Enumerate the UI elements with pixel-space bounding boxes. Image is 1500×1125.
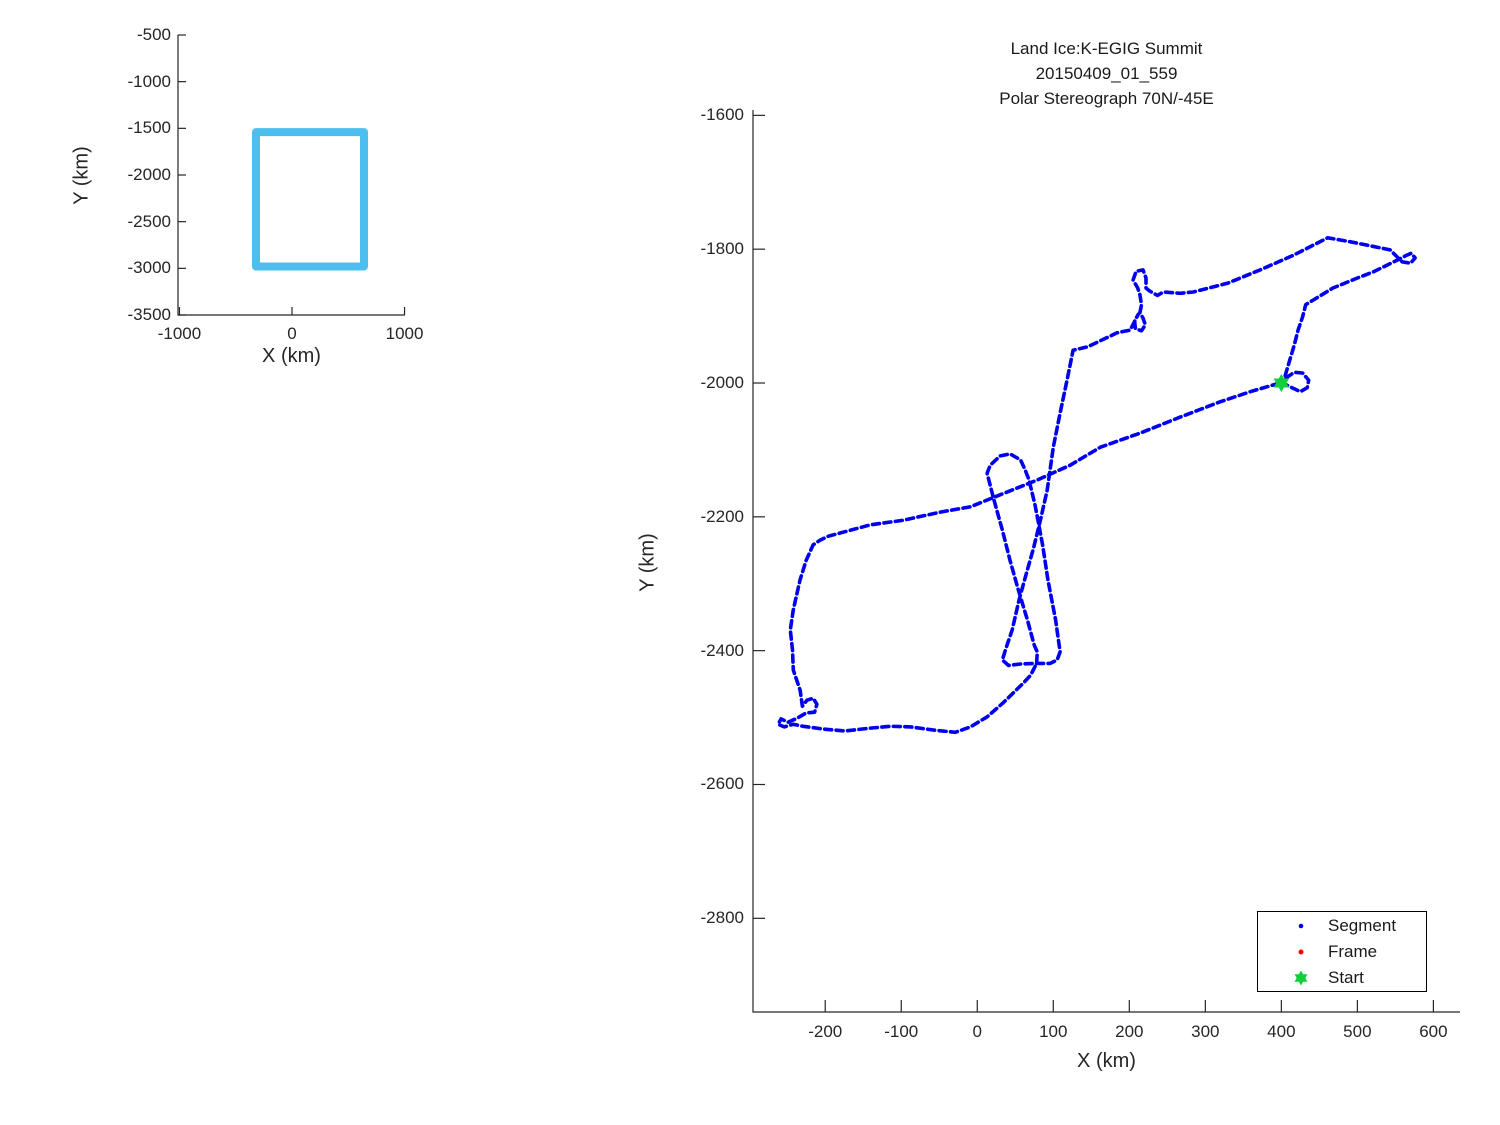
main-y-tick-label: -2600 [700, 774, 744, 794]
legend-label-frame: Frame [1328, 942, 1378, 961]
legend-row-start: Start [1258, 965, 1426, 991]
mini-y-tick-label: -2000 [127, 165, 171, 184]
start-marker-hexagram [1273, 378, 1290, 393]
main-y-tick-label: -2200 [700, 506, 744, 526]
main-x-tick-label: 100 [1039, 1022, 1068, 1041]
mini-y-tick-label: -3000 [127, 258, 171, 278]
legend-box: Segment Frame Start [1257, 911, 1427, 992]
main-x-tick-label: 600 [1419, 1022, 1448, 1041]
main-ylabel: Y (km) [636, 533, 659, 592]
mini-y-tick-label: -1000 [127, 71, 171, 91]
main-y-tick-label: -2000 [700, 373, 744, 392]
mini-y-tick-label: -500 [136, 25, 171, 44]
main-x-tick-label: 0 [972, 1022, 982, 1041]
mini-x-tick-label: -1000 [157, 324, 202, 343]
main-plot-title: Land Ice:K-EGIG Summit 20150409_01_559 P… [753, 36, 1460, 111]
mini-y-tick-label: -3500 [127, 305, 171, 324]
main-x-tick-label: -100 [884, 1022, 919, 1041]
main-y-tick-label: -1800 [700, 239, 744, 259]
main-x-tick-label: 500 [1343, 1022, 1372, 1041]
main-series-segment [776, 236, 1417, 735]
title-line-2: 20150409_01_559 [1035, 64, 1178, 83]
mini-x-tick-label: 0 [287, 324, 297, 343]
main-axes-spines [752, 110, 1460, 1013]
main-x-tick-label: 400 [1267, 1022, 1296, 1041]
legend-label-segment: Segment [1328, 916, 1397, 935]
legend-row-segment: Segment [1258, 913, 1426, 939]
start-hexagram-icon [1288, 969, 1314, 987]
mini-y-tick-label: -2500 [127, 211, 171, 231]
mini-xlabel: X (km) [262, 345, 321, 367]
mini-series-coverage-box [252, 128, 368, 271]
main-xlabel: X (km) [1077, 1050, 1136, 1072]
main-y-tick-label: -1600 [700, 105, 744, 125]
main-x-tick-label: 300 [1191, 1022, 1220, 1041]
main-x-tick-label: -200 [808, 1022, 843, 1041]
main-x-tick-label: 200 [1115, 1022, 1144, 1041]
mini-x-tick-label: 1000 [385, 324, 424, 343]
mini-y-tick-label: -1500 [127, 118, 171, 138]
main-y-tick-label: -2800 [700, 908, 744, 928]
mini-axes-spines [177, 35, 405, 316]
title-line-3: Polar Stereograph 70N/-45E [999, 89, 1214, 108]
segment-dot-icon [1288, 921, 1314, 931]
main-y-tick-label: -2400 [700, 640, 744, 660]
frame-dot-icon [1288, 947, 1314, 957]
legend-row-frame: Frame [1258, 939, 1426, 965]
legend-label-start: Start [1328, 968, 1364, 987]
title-line-1: Land Ice:K-EGIG Summit [1010, 39, 1203, 58]
